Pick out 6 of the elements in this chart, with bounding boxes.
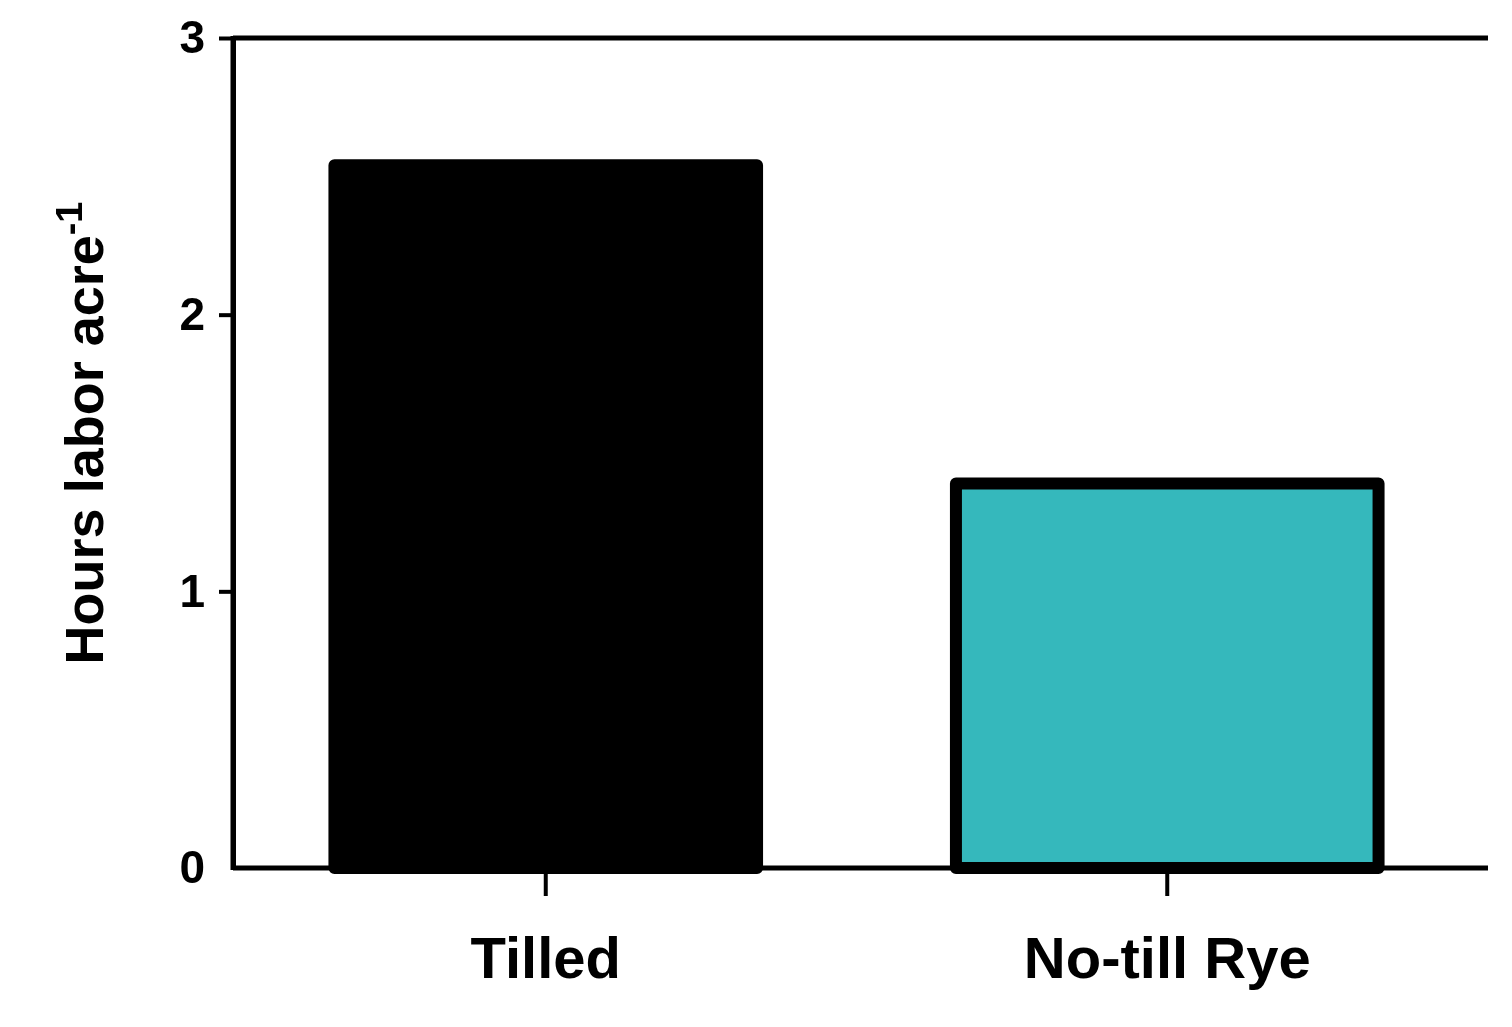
x-tick-label: Tilled [470,925,621,990]
x-tick-label: No-till Rye [1023,925,1311,990]
y-tick-label: 0 [179,841,205,894]
y-tick-label: 2 [179,287,205,340]
y-tick-label: 3 [179,11,205,64]
y-tick-label: 1 [179,564,205,617]
